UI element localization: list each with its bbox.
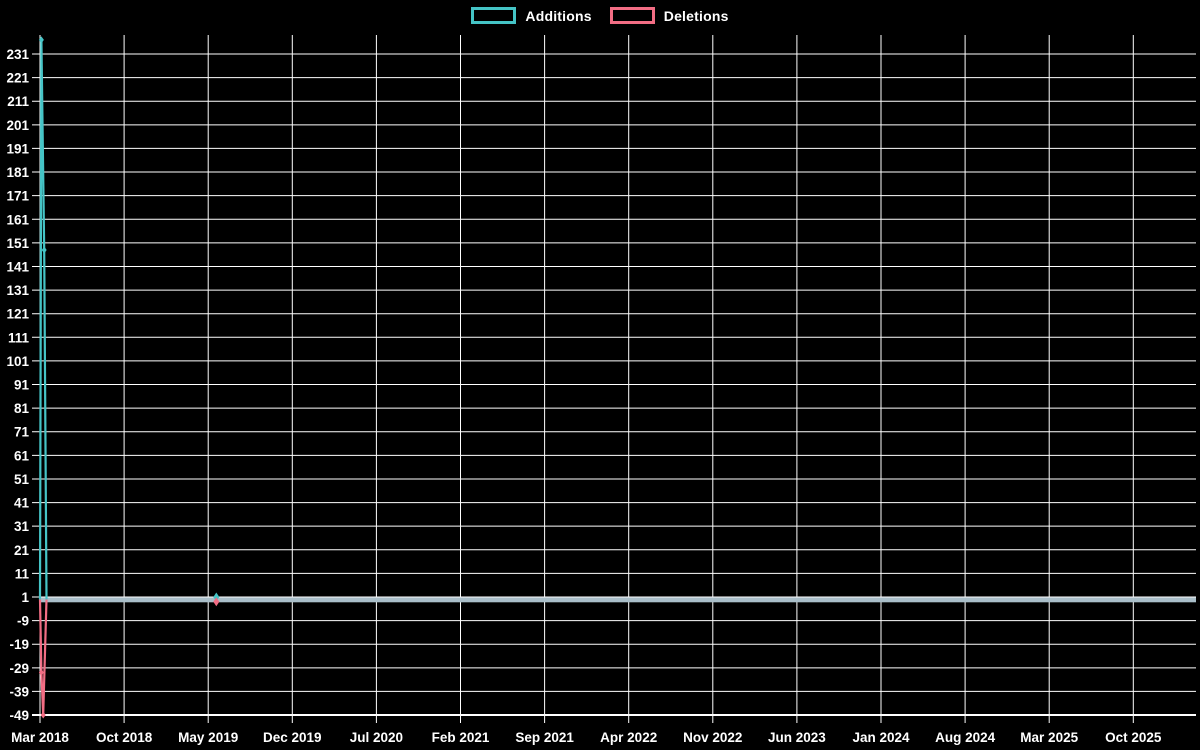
legend-label-deletions: Deletions [663,7,729,24]
x-tick-label: Oct 2018 [96,730,153,745]
legend-item-deletions[interactable]: Deletions [609,7,729,24]
x-tick-label: Dec 2019 [263,730,322,745]
y-tick-label: 221 [6,71,29,86]
additions-point-marker [38,36,44,44]
legend-label-additions: Additions [525,7,592,24]
y-tick-label: 71 [14,425,30,440]
deletions-spike-line [38,599,48,716]
chart-legend: Additions Deletions [0,7,1200,24]
y-tick-label: -39 [9,684,29,699]
x-tick-label: Jul 2020 [350,730,403,745]
y-tick-label: 11 [15,566,30,581]
y-tick-label: 61 [14,448,30,463]
flat-zero-line [40,597,1196,603]
y-tick-label: 181 [6,165,29,180]
x-tick-label: Oct 2025 [1105,730,1162,745]
x-tick-label: May 2019 [178,730,238,745]
additions-point-marker [213,592,220,602]
x-tick-label: Aug 2024 [935,730,996,745]
deletions-point-marker [40,711,46,719]
y-tick-label: 161 [6,212,29,227]
y-tick-label: -29 [9,661,29,676]
additions-spike-line [38,39,48,600]
y-tick-label: 191 [6,141,29,156]
x-tick-label: Mar 2025 [1020,730,1078,745]
y-tick-label: 111 [8,330,30,345]
y-tick-label: 21 [14,543,30,558]
y-tick-label: 81 [14,401,30,416]
y-tick-label: 201 [6,118,29,133]
deletions-point-marker [38,669,44,677]
y-tick-label: 131 [6,283,29,298]
y-tick-label: 31 [14,519,30,534]
y-tick-label: 231 [6,47,29,62]
y-tick-label: 91 [14,378,30,393]
y-tick-label: 51 [14,472,30,487]
additions-point-marker [41,246,47,254]
y-tick-label: 41 [14,496,30,511]
legend-item-additions[interactable]: Additions [471,7,592,24]
x-tick-label: Jan 2024 [852,730,910,745]
deletions-swatch-icon [609,7,655,24]
x-tick-label: Jun 2023 [768,730,826,745]
y-tick-label: -9 [17,614,29,629]
deletions-point-marker [213,597,220,607]
x-tick-label: Apr 2022 [600,730,657,745]
y-tick-label: 121 [6,307,29,322]
x-tick-label: Nov 2022 [683,730,742,745]
x-tick-label: Mar 2018 [11,730,69,745]
y-tick-label: 211 [7,94,29,109]
additions-swatch-icon [471,7,517,24]
y-tick-label: -19 [9,637,29,652]
x-tick-label: Feb 2021 [432,730,490,745]
y-tick-label: -49 [9,708,29,723]
x-tick-label: Sep 2021 [515,730,574,745]
y-tick-label: 1 [21,590,29,605]
y-tick-label: 141 [6,259,29,274]
y-tick-label: 151 [6,236,29,251]
y-tick-label: 171 [6,189,29,204]
y-tick-label: 101 [6,354,29,369]
